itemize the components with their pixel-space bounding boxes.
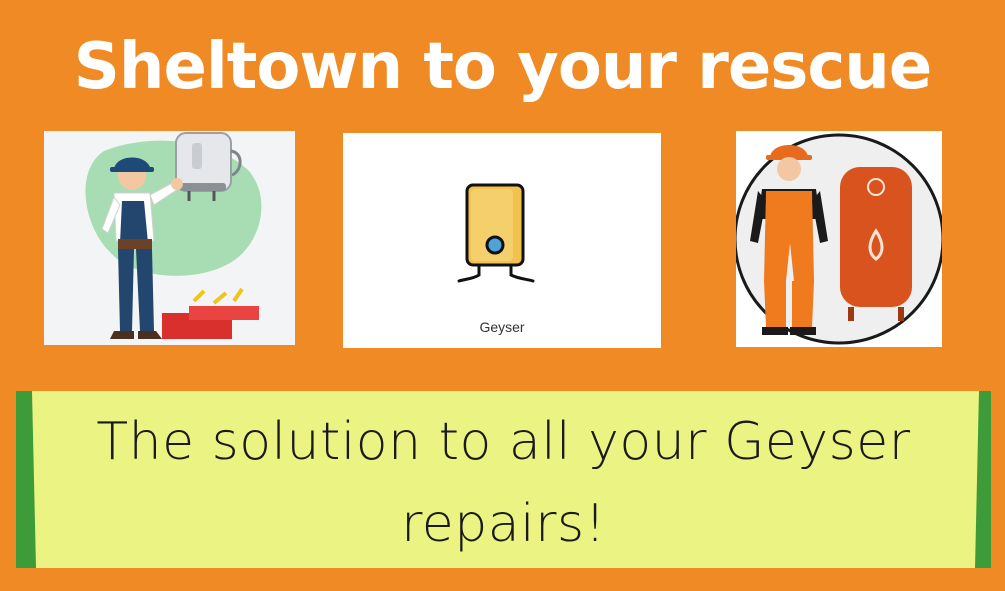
geyser-card: Geyser (343, 133, 661, 348)
tagline-text: The solution to all your Geyser repairs! (96, 412, 911, 554)
plumber-repairing-geyser-icon (85, 132, 262, 339)
technician-with-geyser-icon (736, 133, 942, 345)
geyser-icon (457, 183, 535, 283)
tagline-banner: The solution to all your Geyser repairs! (16, 391, 991, 568)
banner-edge-right (975, 391, 991, 568)
technician-illustration (736, 131, 942, 347)
banner-edge-left (16, 391, 36, 568)
geyser-caption: Geyser (479, 319, 525, 335)
plumber-illustration (44, 131, 295, 345)
page-title: Sheltown to your rescue (73, 30, 932, 104)
